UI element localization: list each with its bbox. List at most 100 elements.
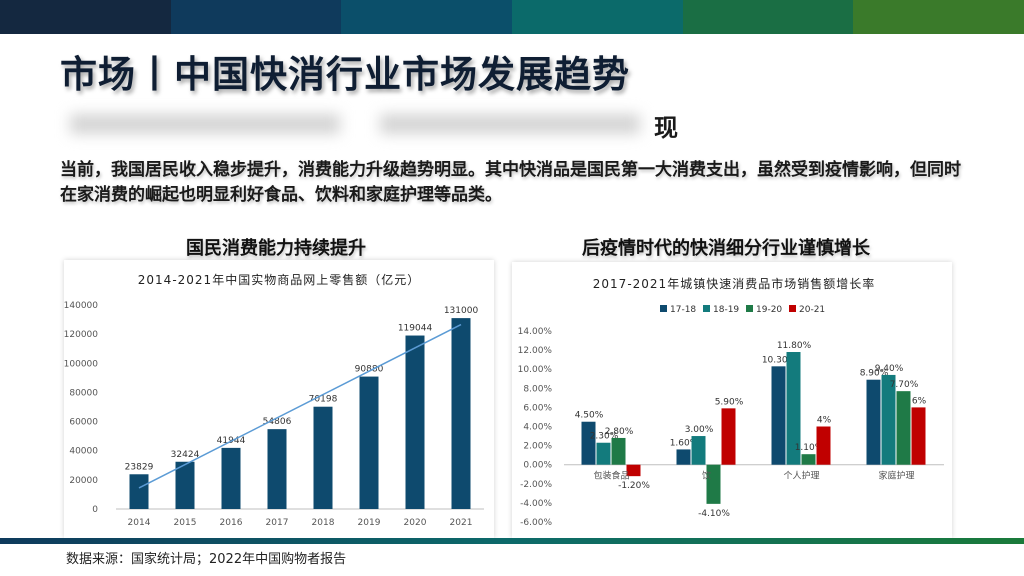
y-tick-label: 60000 [69,418,98,428]
retail-sales-chart-svg: 2014-2021年中国实物商品网上零售额（亿元） 0 20000 40000 6000… [64,272,484,528]
y-tick-label: 40000 [69,447,98,457]
data-label: 5.90% [715,397,744,407]
legend-swatch-20-21 [789,305,796,312]
x-tick-label: 2016 [220,518,243,528]
left-panel-heading: 国民消费能力持续提升 [186,238,366,259]
data-label: 90880 [355,365,384,375]
y-tick-label: 6.00% [523,403,552,413]
y-tick-label: 140000 [64,301,98,311]
data-label: 32424 [171,450,200,460]
blurred-subtitle [60,104,680,142]
data-label: 2.30% [590,432,619,442]
band-segment-1 [0,0,171,34]
band-segment-6 [853,0,1024,34]
bar-2016 [221,447,241,509]
y-tick-label: 100000 [64,359,98,369]
footer-bar [0,538,1024,544]
bar-饮料-19-20 [706,464,721,504]
right-panel-heading: 后疫情时代的快消细分行业谨慎增长 [582,238,870,259]
bar-2021 [451,318,471,509]
header-color-band [0,0,1024,34]
bar-包装食品-20-21 [626,464,641,477]
intro-paragraph: 当前，我国居民收入稳步提升，消费能力升级趋势明显。其中快消品是国民第一大消费支出… [60,160,961,205]
fmcg-growth-chart: 2017-2021年城镇快速消费品市场销售额增长率 17-18 18-19 19-20… [512,262,952,538]
y-tick-label: 12.00% [518,346,553,356]
x-tick-label: 2014 [128,518,151,528]
bar-家庭护理-17-18 [866,379,881,465]
bar-个人护理-20-21 [816,426,831,465]
data-label: 4.50% [575,411,604,421]
band-segment-2 [170,0,342,34]
x-tick-label: 2015 [174,518,197,528]
y-tick-label: -2.00% [520,480,552,490]
legend-swatch-17-18 [660,305,667,312]
data-label: -4.10% [698,509,730,519]
bar-2014 [129,474,149,509]
y-tick-label: 0 [92,505,98,515]
y-tick-label: 4.00% [523,423,552,433]
retail-sales-chart: 2014-2021年中国实物商品网上零售额（亿元） 0 20000 40000 6000… [64,260,494,538]
data-label: 1.10% [795,443,824,453]
data-label: 23829 [125,462,154,472]
data-label: 119044 [398,324,433,334]
y-tick-label: 10.00% [518,365,553,375]
x-tick-label: 个人护理 [783,470,819,482]
y-tick-label: 8.00% [523,384,552,394]
legend-swatch-19-20 [746,305,753,312]
y-tick-label: 20000 [69,476,98,486]
band-segment-3 [341,0,513,34]
data-label: 6% [912,396,927,406]
band-segment-5 [682,0,854,34]
bar-家庭护理-18-19 [881,374,896,465]
bar-2019 [359,376,379,509]
trend-line [138,323,462,489]
x-tick-label: 饮 [702,470,711,482]
data-source-note: 数据来源：国家统计局；2022年中国购物者报告 [66,552,347,567]
band-segment-4 [512,0,683,34]
y-tick-label: 0.00% [523,461,552,471]
bar-饮料-17-18 [676,449,691,465]
legend-label: 20-21 [799,305,825,315]
x-tick-label: 2020 [404,518,427,528]
x-tick-label: 包装食品 [593,470,629,482]
subtitle-visible-char: 现 [654,114,678,142]
x-tick-label: 2019 [358,518,381,528]
data-label: -1.20% [618,481,650,491]
y-tick-label: -4.00% [520,499,552,509]
bar-2020 [405,335,425,509]
data-label: 8.90% [860,369,889,379]
data-label: 2.80% [605,427,634,437]
data-label: 7.70% [890,380,919,390]
blurred-text-block [70,114,340,134]
bar-包装食品-18-19 [596,442,611,465]
chart-title: 2017-2021年城镇快速消费品市场销售额增长率 [593,276,875,291]
data-label: 4% [817,416,832,426]
data-label: 1.60% [670,438,699,448]
x-tick-label: 2021 [450,518,473,528]
data-label: 131000 [444,306,479,316]
data-label: 3.00% [685,425,714,435]
data-label: 54806 [263,417,292,427]
legend-swatch-18-19 [703,305,710,312]
bar-包装食品-17-18 [581,421,596,465]
bar-个人护理-19-20 [801,454,816,465]
bar-2015 [175,461,195,509]
y-tick-label: 14.00% [518,327,553,337]
chart-title: 2014-2021年中国实物商品网上零售额（亿元） [138,272,420,287]
bar-饮料-18-19 [691,436,706,465]
bar-家庭护理-20-21 [911,407,926,465]
x-tick-label: 家庭护理 [878,470,914,482]
fmcg-growth-chart-svg: 2017-2021年城镇快速消费品市场销售额增长率 17-18 18-19 19-20… [518,276,944,528]
bar-2017 [267,429,287,509]
page-title: 市场丨中国快消行业市场发展趋势 [60,53,630,96]
y-tick-label: 80000 [69,388,98,398]
blurred-text-block [380,114,640,134]
bar-家庭护理-19-20 [896,391,911,465]
legend-label: 18-19 [713,305,739,315]
y-tick-label: 2.00% [523,442,552,452]
data-label: 11.80% [777,341,812,351]
legend-label: 19-20 [756,305,782,315]
x-tick-label: 2018 [312,518,335,528]
x-tick-label: 2017 [266,518,289,528]
bar-包装食品-19-20 [611,437,626,465]
